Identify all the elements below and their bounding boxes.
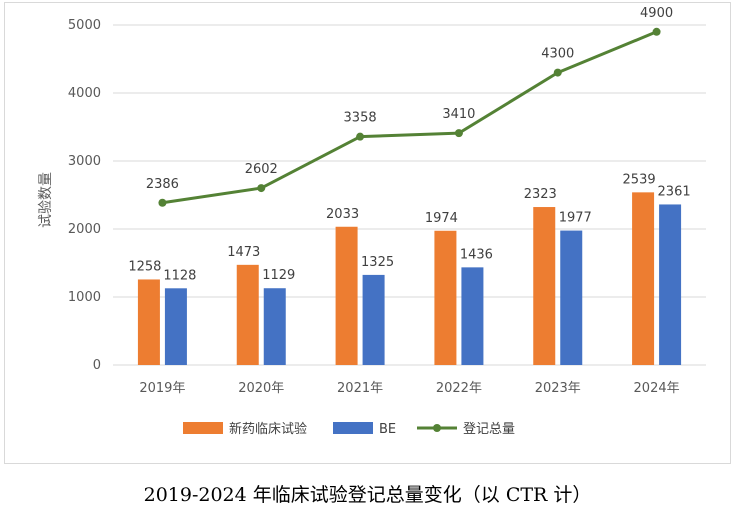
y-tick-label-3: 3000 bbox=[68, 154, 101, 169]
bar-label-1-0: 1128 bbox=[163, 268, 196, 283]
x-tick-label-0: 2019年 bbox=[139, 381, 185, 396]
bar-label-1-2: 1325 bbox=[361, 255, 394, 270]
line-label-2-3: 3410 bbox=[442, 107, 475, 122]
bar-1-4 bbox=[560, 230, 583, 365]
line-label-2-1: 2602 bbox=[245, 162, 278, 177]
x-tick-label-4: 2023年 bbox=[535, 381, 581, 396]
y-tick-label-5: 5000 bbox=[68, 18, 101, 33]
line-point-2-4 bbox=[553, 68, 562, 77]
chart-caption: 2019-2024 年临床试验登记总量变化（以 CTR 计） bbox=[143, 484, 592, 506]
bar-0-5 bbox=[632, 192, 655, 365]
bar-label-0-3: 1974 bbox=[425, 211, 458, 226]
line-label-2-2: 3358 bbox=[344, 111, 377, 126]
legend-label-2: 登记总量 bbox=[463, 422, 515, 437]
bar-label-0-1: 1473 bbox=[227, 245, 260, 260]
x-tick-label-1: 2020年 bbox=[238, 381, 284, 396]
bar-0-3 bbox=[434, 230, 457, 365]
line-label-2-5: 4900 bbox=[640, 6, 673, 21]
bar-1-0 bbox=[164, 288, 187, 365]
line-point-2-1 bbox=[257, 184, 266, 193]
legend-label-1: BE bbox=[379, 422, 396, 437]
legend-label-0: 新药临床试验 bbox=[229, 421, 307, 437]
y-tick-label-0: 0 bbox=[93, 358, 101, 373]
bar-0-1 bbox=[236, 264, 259, 365]
bar-label-0-0: 1258 bbox=[128, 259, 161, 274]
legend-swatch-1 bbox=[333, 422, 373, 434]
y-tick-label-1: 1000 bbox=[68, 290, 101, 305]
line-point-2-2 bbox=[356, 132, 365, 141]
chart-frame bbox=[4, 2, 731, 464]
series-line-2 bbox=[162, 30, 658, 205]
x-tick-label-5: 2024年 bbox=[634, 381, 680, 396]
bar-1-2 bbox=[362, 274, 385, 365]
bar-1-1 bbox=[263, 288, 286, 365]
bar-label-1-4: 1977 bbox=[559, 211, 592, 226]
y-tick-label-4: 4000 bbox=[68, 86, 101, 101]
bar-label-0-5: 2539 bbox=[623, 172, 656, 187]
bar-label-0-4: 2323 bbox=[524, 187, 557, 202]
bar-0-0 bbox=[137, 279, 160, 365]
bar-0-2 bbox=[335, 226, 358, 365]
x-tick-label-2: 2021年 bbox=[337, 381, 383, 396]
legend-marker-2 bbox=[433, 424, 441, 432]
line-point-2-5 bbox=[652, 27, 661, 36]
bar-label-1-1: 1129 bbox=[262, 268, 295, 283]
line-label-2-4: 4300 bbox=[541, 47, 574, 62]
legend-swatch-0 bbox=[183, 422, 223, 434]
y-tick-label-2: 2000 bbox=[68, 222, 101, 237]
x-tick-label-3: 2022年 bbox=[436, 381, 482, 396]
line-label-2-0: 2386 bbox=[146, 177, 179, 192]
y-axis-label: 试验数量 bbox=[38, 172, 54, 228]
bar-1-5 bbox=[659, 204, 682, 365]
bar-1-3 bbox=[461, 267, 484, 365]
line-point-2-3 bbox=[454, 129, 463, 138]
bar-label-1-5: 2361 bbox=[658, 184, 691, 199]
bar-0-4 bbox=[533, 207, 556, 365]
bar-label-0-2: 2033 bbox=[326, 207, 359, 222]
line-point-2-0 bbox=[158, 198, 167, 207]
bar-label-1-3: 1436 bbox=[460, 247, 493, 262]
